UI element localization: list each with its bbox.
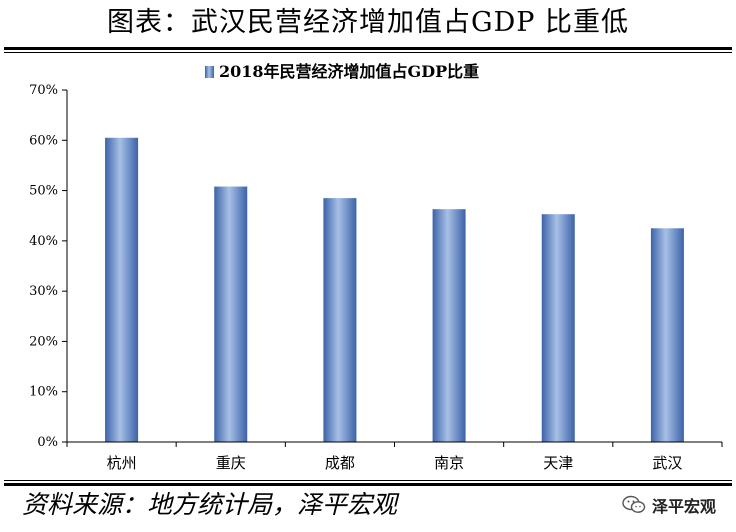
bar <box>650 228 684 442</box>
x-tick-label: 南京 <box>434 454 464 472</box>
bars <box>105 137 684 442</box>
source-note: 资料来源：地方统计局，泽平宏观 <box>22 490 398 519</box>
x-tick-label: 天津 <box>543 454 573 472</box>
y-tick-label: 20% <box>29 334 58 349</box>
x-tick-label: 成都 <box>325 454 355 472</box>
y-tick-label: 70% <box>29 83 58 98</box>
y-tick-label: 50% <box>29 184 58 199</box>
bar-chart: 2018年民营经济增加值占GDP比重 0% 10% 20% 30% 40% 50% 60% 7… <box>29 62 723 472</box>
y-tick-label: 30% <box>29 284 58 299</box>
bar <box>432 209 466 442</box>
bar <box>541 214 575 442</box>
x-axis: 杭州 重庆 成都 南京 天津 武汉 <box>66 441 723 472</box>
legend-swatch <box>205 66 214 78</box>
bar <box>323 198 357 442</box>
bar <box>105 137 139 442</box>
x-tick-label: 杭州 <box>107 454 137 472</box>
bar <box>214 186 248 442</box>
page-title: 图表：武汉民营经济增加值占GDP 比重低 <box>107 7 629 38</box>
y-tick-label: 40% <box>29 234 58 249</box>
brand-label: 泽平宏观 <box>651 497 716 516</box>
x-tick-label: 武汉 <box>652 454 682 472</box>
x-tick-label: 重庆 <box>216 454 246 472</box>
brand-watermark: 泽平宏观 <box>622 493 716 517</box>
y-tick-label: 0% <box>37 435 58 450</box>
title-divider <box>4 47 732 53</box>
y-tick-label: 10% <box>29 385 58 400</box>
footer-divider <box>4 480 732 486</box>
legend-label: 2018年民营经济增加值占GDP比重 <box>219 62 479 81</box>
y-axis: 0% 10% 20% 30% 40% 50% 60% 70% <box>29 83 68 450</box>
chart-legend: 2018年民营经济增加值占GDP比重 <box>205 62 479 81</box>
wechat-icon <box>622 495 646 513</box>
y-tick-label: 60% <box>29 133 58 148</box>
